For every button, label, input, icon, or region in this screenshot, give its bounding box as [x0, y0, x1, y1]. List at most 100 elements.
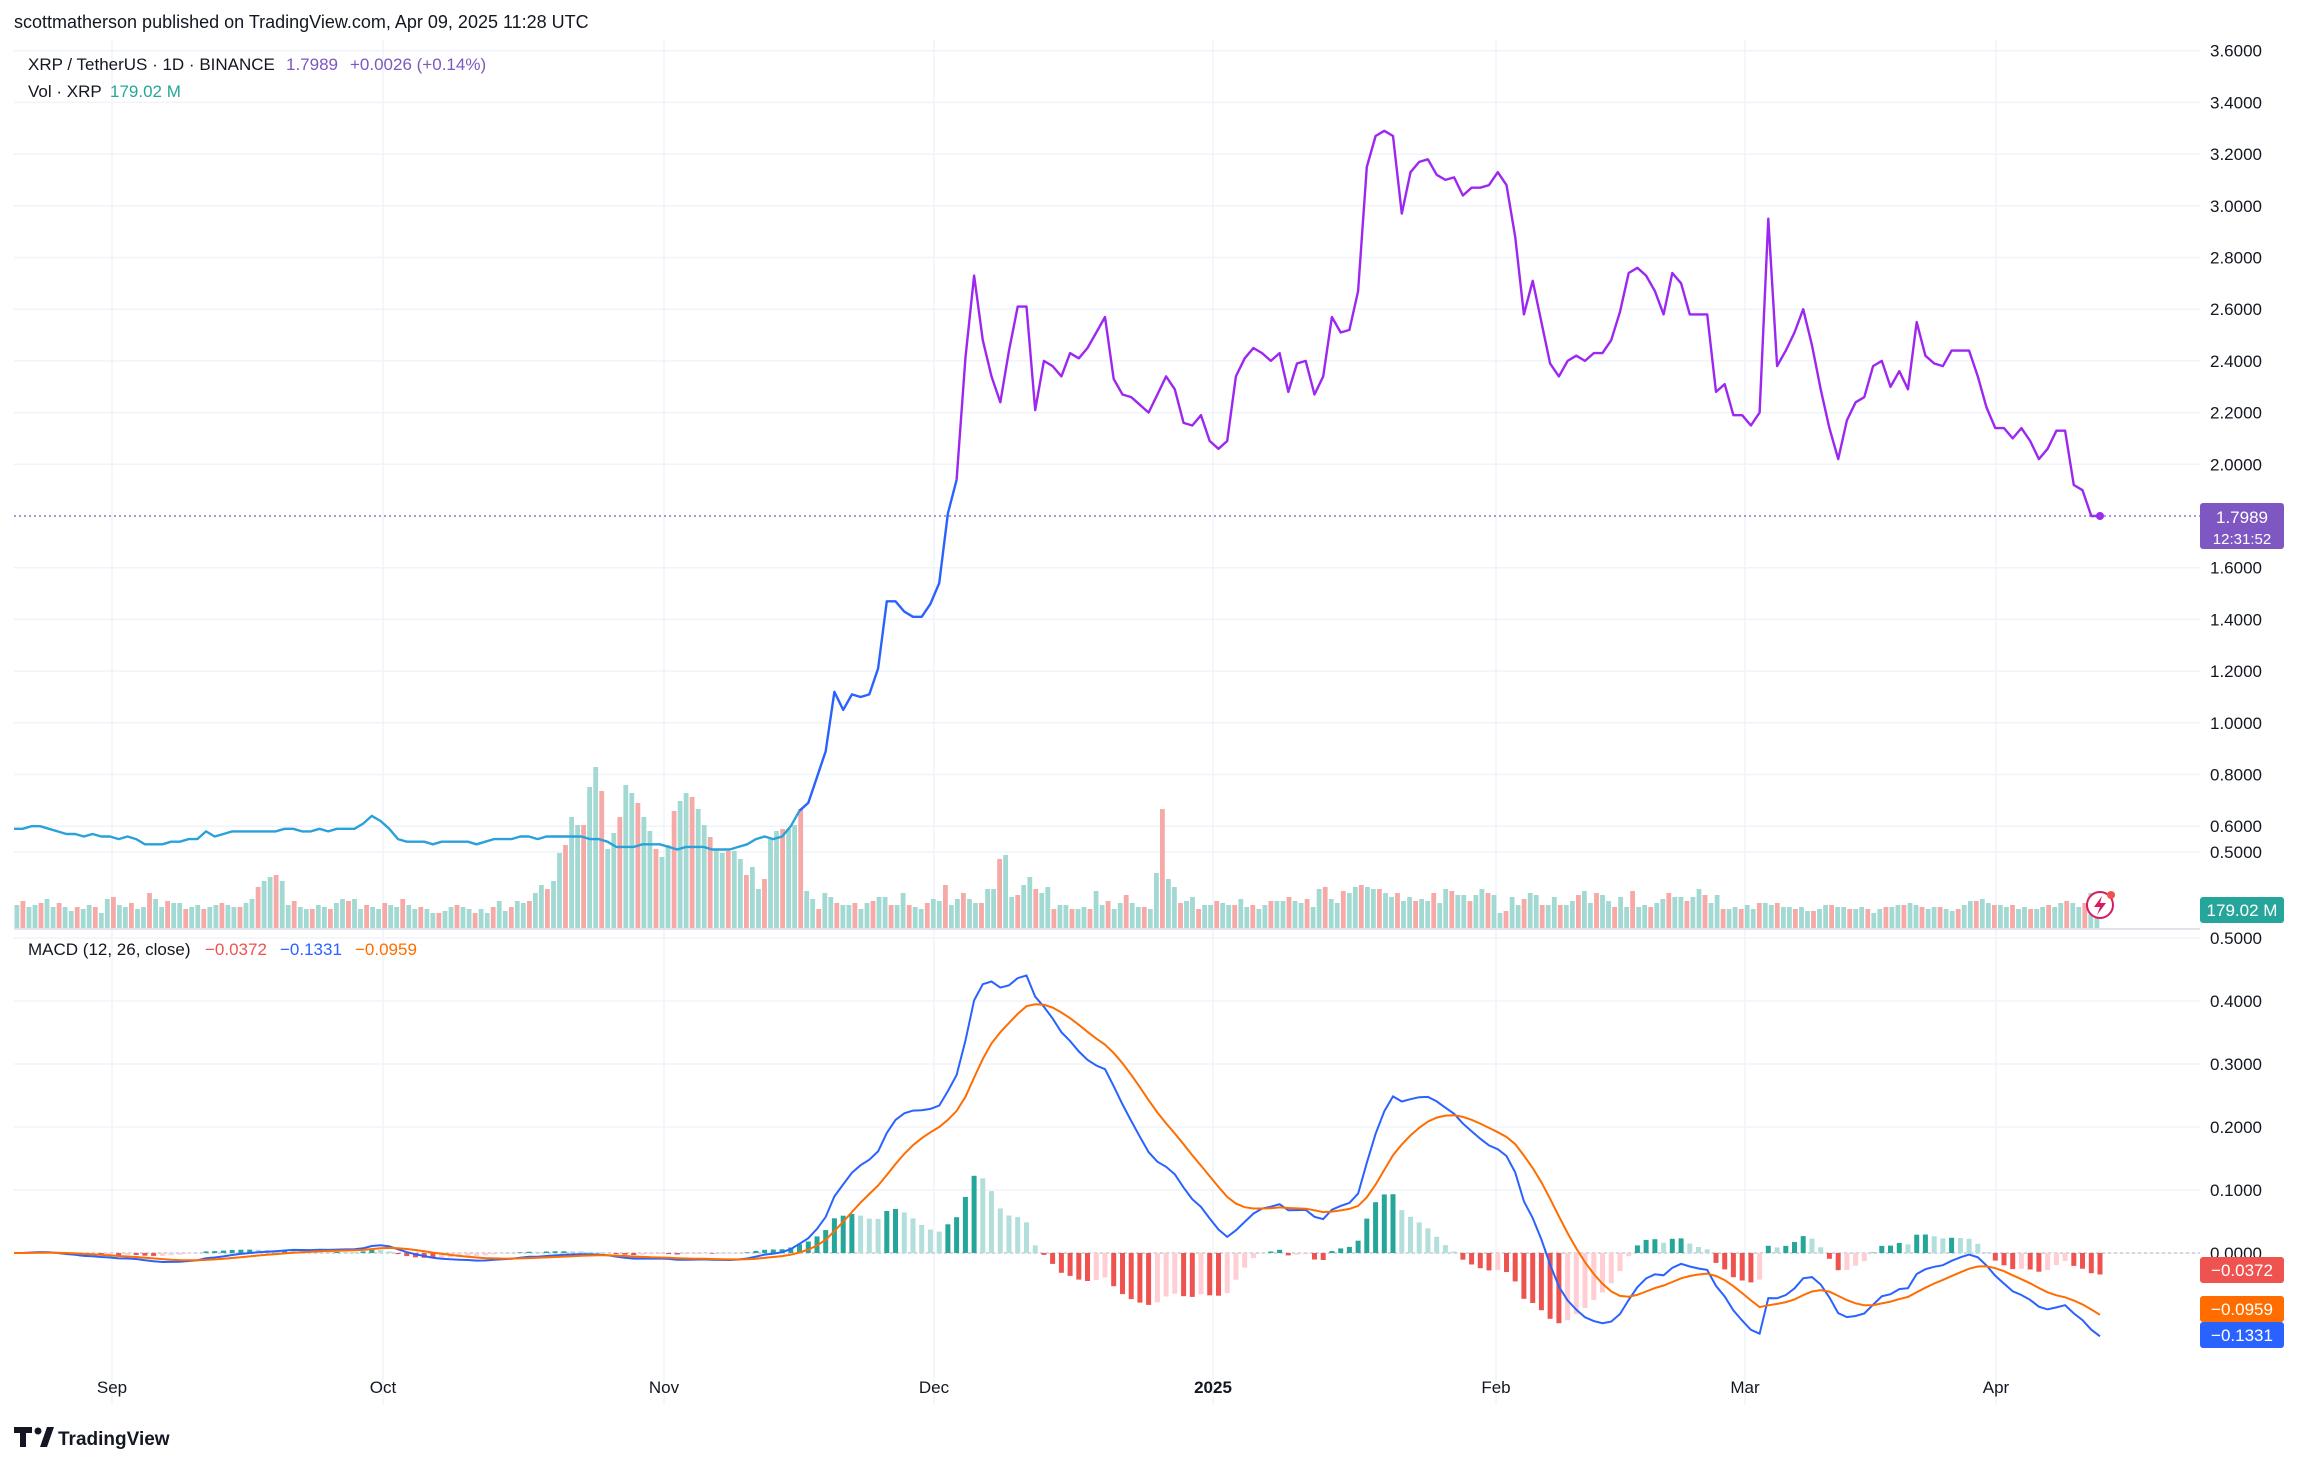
volume-badge: 179.02 M [2200, 897, 2284, 923]
macd-histogram-bar [1242, 1253, 1248, 1268]
macd-histogram-bar [954, 1217, 960, 1253]
volume-bar [635, 803, 641, 929]
price-tick-label: 2.4000 [2210, 352, 2262, 371]
macd-histogram-bar [2080, 1253, 2085, 1269]
volume-bar [436, 913, 442, 929]
volume-bar [460, 907, 466, 929]
macd-histogram-bar [1652, 1239, 1658, 1253]
macd-histogram-bar [884, 1211, 890, 1253]
macd-histogram-bar [1626, 1253, 1632, 1257]
price-line [14, 810, 801, 851]
volume-bar [448, 907, 454, 929]
volume-bar [285, 905, 291, 929]
volume-bar [665, 845, 671, 929]
macd-histogram-bar [1687, 1243, 1693, 1253]
macd-histogram-bar [1835, 1253, 1841, 1271]
volume-bar [1732, 907, 1738, 929]
macd-histogram-bar [1495, 1253, 1501, 1271]
macd-histogram-bar [989, 1191, 994, 1253]
volume-bar [1467, 901, 1473, 929]
volume-bar [394, 907, 400, 929]
macd-histogram-bar [1870, 1252, 1876, 1253]
macd-histogram-bar [1704, 1249, 1710, 1253]
macd-histogram-bar [500, 1253, 506, 1254]
volume-bar [1328, 899, 1334, 929]
price-tick-label: 0.8000 [2210, 766, 2262, 785]
volume-bar [1407, 897, 1412, 929]
volume-bar [1298, 903, 1304, 929]
time-axis: Sep Oct Nov Dec 2025 Feb Mar Apr [97, 1378, 2010, 1397]
volume-bar [1419, 899, 1424, 929]
macd-label[interactable]: MACD (12, 26, close) [28, 940, 191, 959]
volume-bar [659, 857, 665, 929]
macd-histogram-bar [151, 1253, 157, 1256]
macd-histogram-bar [1853, 1253, 1859, 1266]
macd-histogram-bar [1076, 1253, 1082, 1280]
lightning-icon[interactable] [2086, 891, 2115, 919]
volume-bar [822, 893, 828, 929]
price-tick-label: 1.4000 [2210, 610, 2262, 629]
volume-bar [1774, 903, 1780, 929]
volume-bar [569, 817, 574, 929]
macd-histogram-bar [1364, 1218, 1370, 1253]
macd-histogram-bar [1425, 1228, 1431, 1253]
price-value: 1.7989 [286, 55, 338, 74]
volume-bar [1744, 905, 1750, 929]
volume-bar [1455, 895, 1461, 929]
macd-histogram-bar [570, 1251, 576, 1253]
volume-bar [1979, 899, 1985, 929]
volume-bar [508, 907, 514, 929]
volume-bar [955, 899, 960, 929]
volume-bar [68, 911, 74, 929]
price-tick-label: 0.5000 [2210, 843, 2262, 862]
volume-bar [1696, 889, 1702, 929]
volume-label[interactable]: Vol · XRP [28, 82, 102, 101]
volume-bar [846, 905, 852, 929]
volume-bar [141, 907, 146, 929]
volume-bar [1654, 903, 1660, 929]
volume-bar [1431, 893, 1437, 929]
volume-bar [617, 817, 623, 929]
macd-histogram-bar [1120, 1253, 1125, 1295]
macd-histogram-bar [1582, 1253, 1588, 1309]
macd-histogram-bar [1792, 1242, 1797, 1253]
volume-bar [1557, 905, 1563, 929]
macd-histogram-bar [788, 1247, 794, 1253]
signal-badge-value: −0.0959 [2211, 1300, 2273, 1319]
volume-bar [32, 905, 38, 929]
volume-bar [1051, 909, 1057, 929]
volume-bar [44, 899, 50, 929]
macd-histogram-bar [561, 1251, 567, 1253]
macd-histogram-bar [1530, 1253, 1536, 1303]
volume-bar [1823, 905, 1828, 929]
volume-bar [1666, 893, 1672, 929]
volume-bar [1961, 905, 1967, 929]
volume-bar [943, 885, 948, 929]
macd-histogram-bar [1268, 1251, 1274, 1253]
macd-histogram-bar [936, 1231, 942, 1253]
volume-bar [1660, 899, 1666, 929]
volume-bar [2004, 907, 2009, 929]
tradingview-logo[interactable] [14, 1427, 54, 1447]
volume-bar [1925, 909, 1931, 929]
macd-histogram-bar [526, 1251, 532, 1253]
volume-bar [80, 909, 86, 929]
symbol-title[interactable]: XRP / TetherUS · 1D · BINANCE [28, 55, 275, 74]
volume-bar [207, 907, 213, 929]
macd-tick-label: 0.2000 [2210, 1118, 2262, 1137]
volume-bar [900, 893, 906, 929]
volume-bar [1208, 905, 1213, 929]
volume-bar [858, 909, 864, 929]
volume-bar [267, 877, 273, 929]
volume-bar [177, 903, 183, 929]
volume-bar [527, 901, 532, 929]
volume-bar [1865, 909, 1871, 929]
macd-histogram-bar [1730, 1253, 1736, 1278]
volume-bar [731, 851, 737, 929]
macd-histogram-bar [779, 1249, 785, 1253]
volume-bar [1648, 907, 1654, 929]
macd-histogram-bar [840, 1215, 846, 1253]
volume-bar [219, 903, 225, 929]
volume-bar [1913, 905, 1919, 929]
macd-histogram-bar [343, 1251, 349, 1253]
